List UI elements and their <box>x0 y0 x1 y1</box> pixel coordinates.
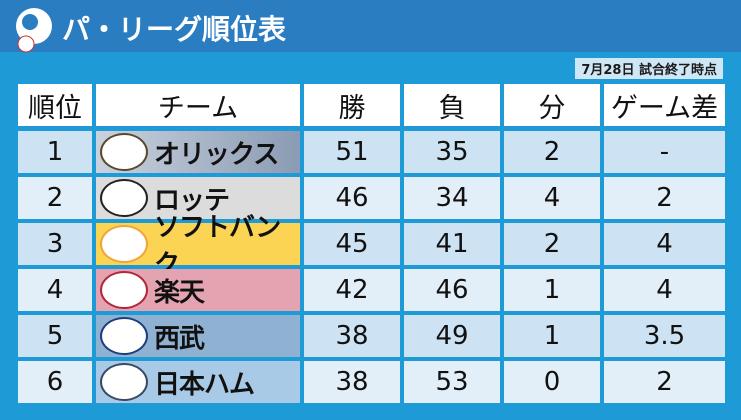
table-cell: 5 <box>18 315 92 357</box>
table-cell: 41 <box>404 223 500 265</box>
team-logo <box>100 363 148 401</box>
table-cell: 4 <box>18 269 92 311</box>
table-cell: 1 <box>504 269 600 311</box>
table-cell: 6 <box>18 361 92 403</box>
table-cell: 0 <box>504 361 600 403</box>
title-bar: パ・リーグ順位表 <box>0 0 741 53</box>
column-header: ゲーム差 <box>604 84 725 126</box>
table-cell: 46 <box>404 269 500 311</box>
table-cell: 4 <box>604 223 725 265</box>
table-cell: 42 <box>304 269 400 311</box>
table-cell: 34 <box>404 177 500 219</box>
team-logo <box>100 133 148 171</box>
table-cell: 2 <box>604 361 725 403</box>
column-header: 分 <box>504 84 600 126</box>
table-cell: - <box>604 131 725 173</box>
team-logo <box>100 225 148 263</box>
table-cell: 1 <box>18 131 92 173</box>
table-cell: 49 <box>404 315 500 357</box>
table-cell: 38 <box>304 361 400 403</box>
table-cell: 35 <box>404 131 500 173</box>
table-cell: 4 <box>504 177 600 219</box>
table-cell: 2 <box>604 177 725 219</box>
table-cell: 45 <box>304 223 400 265</box>
table-cell: 46 <box>304 177 400 219</box>
column-header: 勝 <box>304 84 400 126</box>
table-cell: 4 <box>604 269 725 311</box>
ball-icon <box>16 8 52 53</box>
table-cell: 2 <box>504 131 600 173</box>
column-header: チーム <box>96 84 300 126</box>
date-note: 7月28日 試合終了時点 <box>575 58 723 79</box>
table-cell: 1 <box>504 315 600 357</box>
table-cell: 38 <box>304 315 400 357</box>
column-header: 負 <box>404 84 500 126</box>
table-cell: 2 <box>504 223 600 265</box>
table-cell: 3.5 <box>604 315 725 357</box>
table-cell: 2 <box>18 177 92 219</box>
table-cell: 53 <box>404 361 500 403</box>
table-cell: 51 <box>304 131 400 173</box>
table-cell: 3 <box>18 223 92 265</box>
team-logo <box>100 271 148 309</box>
team-logo <box>100 317 148 355</box>
title: パ・リーグ順位表 <box>62 13 287 46</box>
column-header: 順位 <box>18 84 92 126</box>
team-logo <box>100 179 148 217</box>
